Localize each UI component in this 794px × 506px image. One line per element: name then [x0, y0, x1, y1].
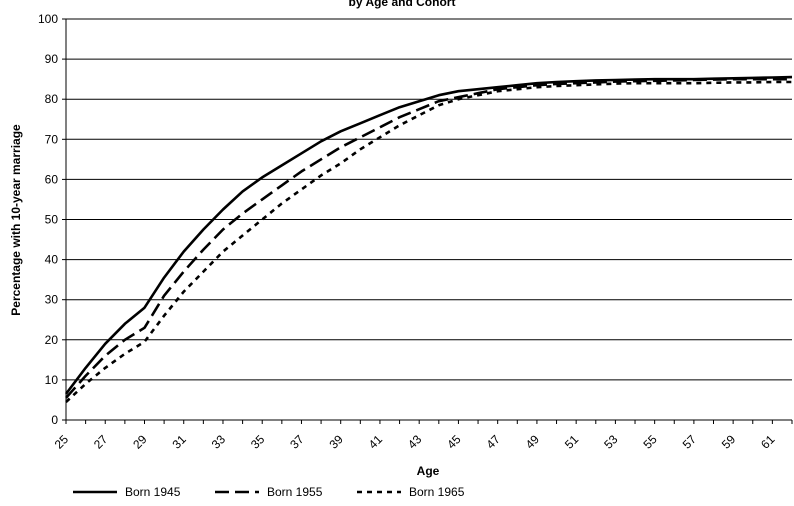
- chart-title: by Age and Cohort: [349, 0, 456, 9]
- x-tick-label: 57: [680, 432, 700, 452]
- x-tick-label: 31: [170, 432, 190, 452]
- y-tick-label: 60: [45, 172, 59, 186]
- grid: [66, 18, 792, 381]
- x-tick-label: 41: [366, 432, 386, 452]
- series-line-1: [64, 75, 793, 395]
- y-tick-label: 100: [38, 12, 58, 26]
- x-tick-labels: 25 27 29 31 33 35 37 39 41 43 45 47 49 51 53 55 57 59 61: [52, 432, 778, 452]
- y-tick-label: 80: [45, 92, 59, 106]
- x-axis-label: Age: [417, 464, 440, 478]
- x-tick-label: 43: [405, 432, 425, 452]
- x-tick-label: 27: [91, 432, 111, 452]
- y-tick-label: 20: [45, 333, 59, 347]
- y-tick-labels: 0 10 20 30 40 50 60 70 80 90 100: [38, 12, 58, 427]
- y-tick-label: 70: [45, 132, 59, 146]
- y-tick-label: 30: [45, 293, 59, 307]
- x-tick-label: 53: [601, 432, 621, 452]
- series-line-2: [65, 77, 792, 399]
- x-tick-label: 59: [719, 432, 739, 452]
- x-tick-label: 47: [483, 432, 503, 452]
- y-tick-label: 0: [51, 413, 58, 427]
- y-tick-label: 10: [45, 373, 59, 387]
- legend-label-3: Born 1965: [409, 485, 465, 499]
- x-tick-label: 33: [209, 432, 229, 452]
- series-line-3: [65, 80, 792, 403]
- x-tick-label: 55: [640, 432, 660, 452]
- legend-label-2: Born 1955: [267, 485, 323, 499]
- axes: [62, 18, 793, 424]
- y-axis-label: Percentage with 10-year marriage: [9, 124, 23, 316]
- y-tick-label: 50: [45, 213, 59, 227]
- y-tick-label: 40: [45, 253, 59, 267]
- x-tick-label: 51: [562, 432, 582, 452]
- x-tick-label: 29: [130, 432, 150, 452]
- x-tick-label: 61: [758, 432, 778, 452]
- x-tick-label: 35: [248, 432, 268, 452]
- series-lines: [64, 75, 793, 403]
- x-tick-label: 49: [523, 432, 543, 452]
- x-tick-label: 39: [326, 432, 346, 452]
- x-tick-label: 37: [287, 432, 307, 452]
- x-tick-label: 25: [52, 432, 72, 452]
- y-tick-label: 90: [45, 52, 59, 66]
- legend-label-1: Born 1945: [125, 485, 181, 499]
- legend: Born 1945 Born 1955 Born 1965: [73, 485, 465, 499]
- x-tick-label: 45: [444, 432, 464, 452]
